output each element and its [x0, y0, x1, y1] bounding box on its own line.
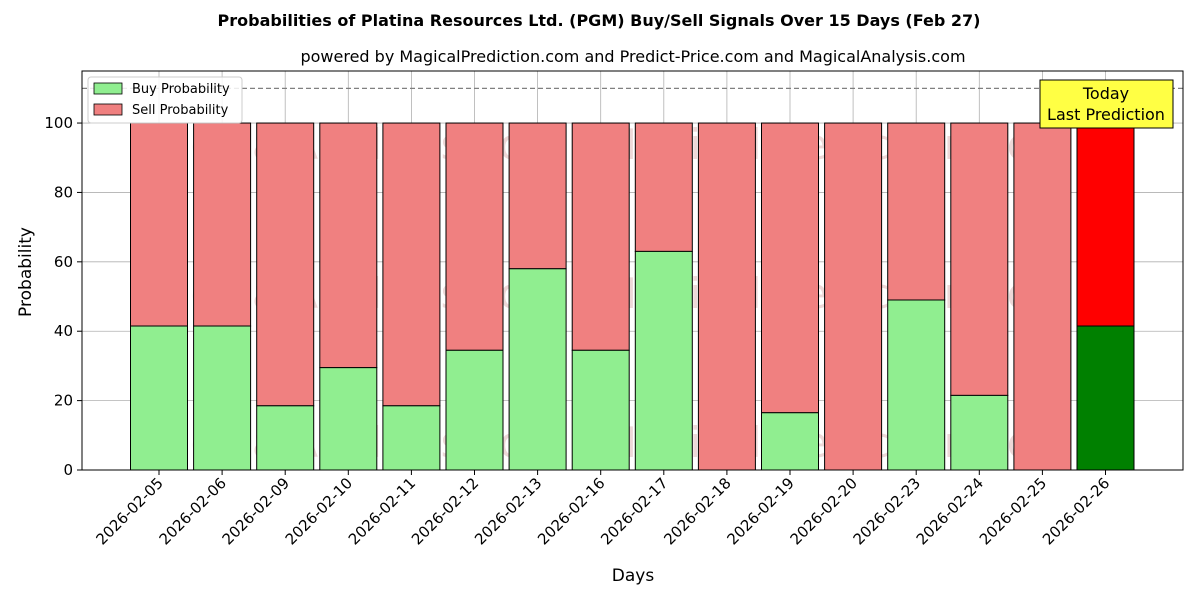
bar-sell [887, 122, 946, 301]
bar-sell [193, 122, 252, 327]
bar-sell [824, 122, 883, 471]
x-tick-label: 2026-02-19 [723, 474, 797, 548]
bar-sell [761, 122, 819, 414]
y-axis-label: Probability [16, 227, 36, 317]
bar-buy [761, 412, 819, 471]
bar-buy [193, 325, 252, 471]
bar-buy [382, 405, 441, 471]
x-tick-label: 2026-02-23 [850, 474, 924, 548]
bar-buy [634, 250, 693, 471]
bar-sell [697, 122, 756, 471]
x-tick-label: 2026-02-26 [1039, 474, 1113, 548]
x-tick-label: 2026-02-25 [976, 474, 1050, 548]
y-tick-label: 80 [54, 183, 73, 201]
y-tick-label: 40 [54, 322, 73, 340]
bar-sell [508, 122, 567, 270]
bar-buy [445, 349, 504, 471]
bars [130, 122, 1135, 471]
bar-sell [130, 122, 188, 327]
legend-label-buy: Buy Probability [132, 82, 230, 97]
bar-buy [887, 299, 946, 471]
bar-sell [634, 122, 693, 252]
x-tick-label: 2026-02-10 [282, 474, 356, 548]
legend: Buy Probability Sell Probability [87, 76, 243, 124]
chart-subtitle: powered by MagicalPrediction.com and Pre… [300, 47, 965, 66]
x-axis-ticks: 2026-02-052026-02-062026-02-092026-02-10… [92, 470, 1113, 548]
bar-sell [950, 122, 1009, 396]
bar-buy [130, 325, 188, 471]
y-axis-ticks: 0 20 40 60 80 100 [44, 114, 82, 479]
x-tick-label: 2026-02-05 [92, 474, 166, 548]
y-tick-label: 60 [54, 253, 73, 271]
x-tick-label: 2026-02-18 [660, 474, 734, 548]
x-tick-label: 2026-02-16 [534, 474, 608, 548]
x-axis-label: Days [612, 566, 655, 586]
bar-buy [256, 405, 315, 471]
legend-swatch-buy [93, 82, 123, 95]
bar-sell [1013, 122, 1072, 471]
bar-buy [508, 268, 567, 471]
bar-sell [1076, 122, 1135, 327]
bar-sell [256, 122, 315, 407]
x-tick-label: 2026-02-09 [219, 474, 293, 548]
chart-title: Probabilities of Platina Resources Ltd. … [218, 11, 981, 30]
today-annotation-line2: Last Prediction [1047, 105, 1165, 124]
bar-buy [1076, 325, 1135, 471]
y-tick-label: 100 [44, 114, 73, 132]
plot-frame [81, 70, 1184, 471]
x-tick-label: 2026-02-20 [787, 474, 861, 548]
x-tick-label: 2026-02-24 [913, 474, 987, 548]
bar-sell [445, 122, 504, 351]
x-tick-label: 2026-02-17 [597, 474, 671, 548]
legend-box [87, 76, 243, 124]
bar-sell [319, 122, 378, 369]
bar-buy [950, 394, 1009, 471]
today-annotation-line1: Today [1082, 84, 1129, 103]
legend-label-sell: Sell Probability [132, 103, 229, 118]
bar-sell [382, 122, 441, 407]
today-annotation-box [1039, 79, 1174, 129]
today-annotation: Today Last Prediction [1039, 79, 1174, 129]
bar-sell [571, 122, 630, 351]
x-tick-label: 2026-02-06 [156, 474, 230, 548]
bar-buy [571, 349, 630, 471]
bar-buy [319, 367, 378, 471]
x-tick-label: 2026-02-12 [408, 474, 482, 548]
x-tick-label: 2026-02-11 [345, 474, 419, 548]
legend-swatch-sell [93, 103, 123, 116]
x-tick-label: 2026-02-13 [471, 474, 545, 548]
y-tick-label: 20 [54, 392, 73, 410]
y-tick-label: 0 [63, 461, 73, 479]
